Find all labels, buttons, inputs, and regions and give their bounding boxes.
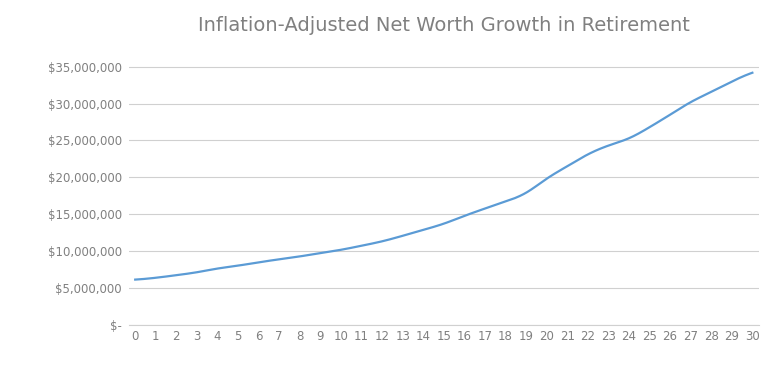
Title: Inflation-Adjusted Net Worth Growth in Retirement: Inflation-Adjusted Net Worth Growth in R… <box>198 16 690 35</box>
